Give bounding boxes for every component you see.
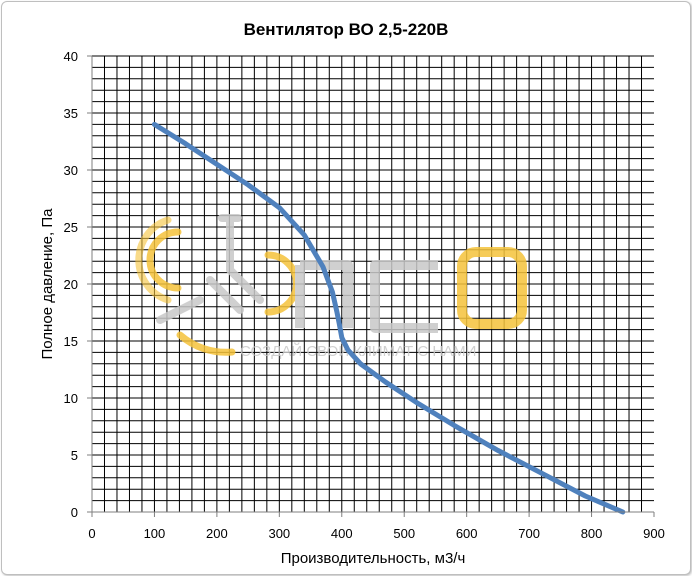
y-tick-label: 35 bbox=[64, 106, 78, 121]
x-tick-label: 300 bbox=[268, 526, 290, 541]
chart-title: Вентилятор ВО 2,5-220В bbox=[244, 20, 449, 39]
y-tick-label: 5 bbox=[71, 448, 78, 463]
y-tick-label: 15 bbox=[64, 334, 78, 349]
x-tick-label: 500 bbox=[393, 526, 415, 541]
y-tick-label: 20 bbox=[64, 277, 78, 292]
x-tick-label: 200 bbox=[206, 526, 228, 541]
y-tick-label: 30 bbox=[64, 163, 78, 178]
watermark-logo: СОЗДАЙ СВОЙ КЛИМАТ С НАМИ bbox=[135, 214, 527, 360]
watermark-slogan: СОЗДАЙ СВОЙ КЛИМАТ С НАМИ bbox=[240, 342, 476, 360]
series-layer bbox=[151, 121, 626, 515]
x-tick-label: 400 bbox=[331, 526, 353, 541]
x-tick-label: 700 bbox=[518, 526, 540, 541]
y-tick-label: 0 bbox=[71, 505, 78, 520]
x-tick-label: 0 bbox=[88, 526, 95, 541]
y-tick-label: 25 bbox=[64, 220, 78, 235]
y-tick-label: 10 bbox=[64, 391, 78, 406]
series-line bbox=[151, 121, 626, 515]
x-tick-label: 600 bbox=[456, 526, 478, 541]
x-tick-label: 100 bbox=[144, 526, 166, 541]
axes: 0 100 200 300 400 500 600 700 800 900 0 5 10 15 20 25 30… bbox=[64, 49, 665, 541]
x-tick-label: 800 bbox=[581, 526, 603, 541]
x-tick-label: 900 bbox=[643, 526, 665, 541]
y-axis-label: Полное давление, Па bbox=[39, 208, 56, 360]
x-axis-label: Производительность, м3/ч bbox=[281, 550, 466, 567]
y-tick-label: 40 bbox=[64, 49, 78, 64]
